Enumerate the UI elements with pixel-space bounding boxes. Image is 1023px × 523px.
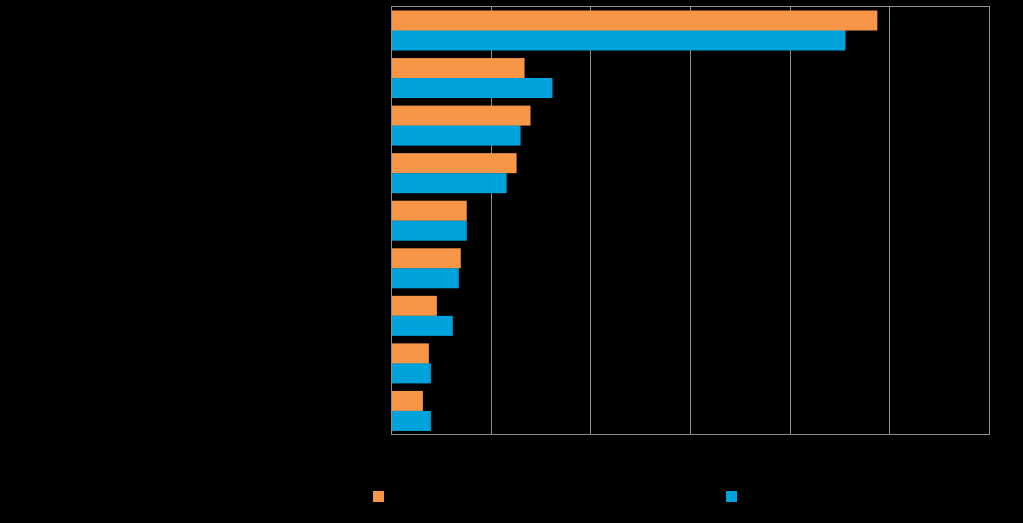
bar-series-2 <box>391 220 467 241</box>
bar-series-1 <box>391 200 467 221</box>
bar-series-2 <box>391 78 553 99</box>
bar-series-1 <box>391 153 517 174</box>
bar-series-2 <box>391 30 846 51</box>
bar-series-2 <box>391 315 453 336</box>
bar-series-2 <box>391 363 431 384</box>
bar-series-1 <box>391 390 423 411</box>
bar-series-1 <box>391 248 461 269</box>
bar-series-1 <box>391 105 531 126</box>
bar-series-1 <box>391 58 525 79</box>
legend <box>373 491 737 502</box>
bar-series-1 <box>391 343 429 364</box>
legend-marker-series-1 <box>373 491 384 502</box>
bar-series-2 <box>391 410 431 431</box>
bar-series-2 <box>391 268 459 289</box>
bar-series-2 <box>391 125 521 146</box>
plot-frame <box>391 6 990 435</box>
bar-series-1 <box>391 295 437 316</box>
bar-series-2 <box>391 173 507 194</box>
bars <box>391 10 878 431</box>
legend-marker-series-2 <box>726 491 737 502</box>
bar-series-1 <box>391 10 878 31</box>
